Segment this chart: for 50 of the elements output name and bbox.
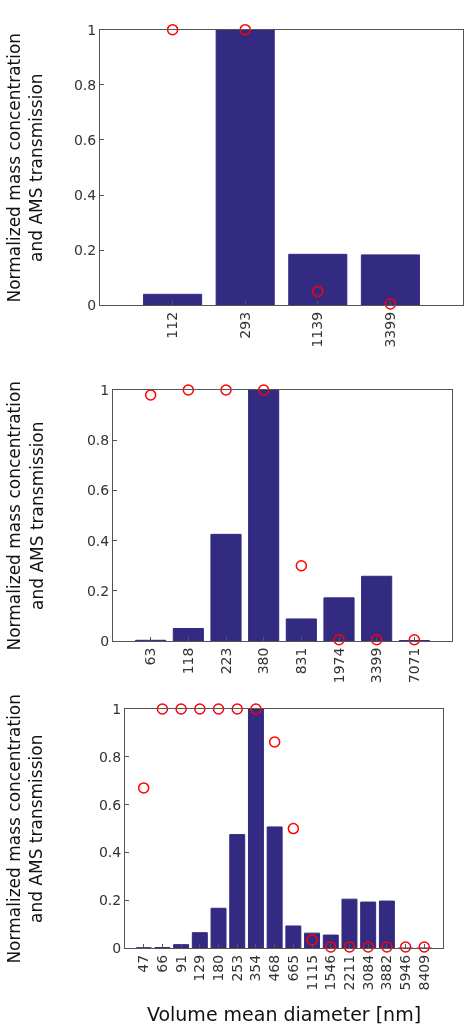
y-tick-label: 0.4 bbox=[98, 844, 122, 861]
x-tick-label: 3399 bbox=[381, 311, 398, 348]
x-tick-label: 129 bbox=[191, 954, 208, 982]
x-axis-title: Volume mean diameter [nm] bbox=[146, 1003, 422, 1026]
x-tick-label: 1974 bbox=[330, 647, 347, 684]
x-tick-label: 223 bbox=[217, 647, 234, 675]
y-tick-label: 0 bbox=[87, 297, 97, 314]
x-tick-label: 831 bbox=[292, 647, 309, 675]
y-tick-label: 1 bbox=[112, 700, 122, 717]
y-tick-label: 0 bbox=[112, 940, 122, 957]
y-tick-label: 0.4 bbox=[86, 532, 110, 549]
y-axis-title: Normalized mass concentration and AMS transmission bbox=[4, 693, 47, 964]
y-axis-title: Normalized mass concentration and AMS transmission bbox=[4, 380, 47, 651]
x-tick-label: 253 bbox=[228, 954, 245, 982]
y-tick-label: 1 bbox=[87, 21, 97, 38]
y-tick-label: 0.8 bbox=[86, 432, 110, 449]
x-tick-label: 7071 bbox=[405, 647, 422, 684]
x-tick-label: 118 bbox=[179, 647, 196, 675]
y-tick-label: 0.6 bbox=[86, 482, 110, 499]
y-tick-label: 0.2 bbox=[86, 582, 110, 599]
x-tick-label: 112 bbox=[164, 311, 181, 339]
x-tick-label: 91 bbox=[172, 954, 189, 973]
x-tick-label: 380 bbox=[255, 647, 272, 675]
x-tick-label: 354 bbox=[247, 954, 264, 982]
x-tick-label: 3882 bbox=[378, 954, 395, 991]
x-tick-label: 2211 bbox=[341, 954, 358, 991]
x-tick-label: 3399 bbox=[368, 647, 385, 684]
x-tick-label: 8409 bbox=[415, 954, 432, 991]
y-tick-label: 0.2 bbox=[73, 242, 97, 259]
x-tick-label: 3084 bbox=[359, 954, 376, 991]
y-tick-label: 0 bbox=[100, 632, 110, 649]
x-tick-label: 293 bbox=[236, 311, 253, 339]
y-tick-label: 0.6 bbox=[98, 796, 122, 813]
y-tick-label: 0.2 bbox=[98, 892, 122, 909]
x-tick-label: 1115 bbox=[303, 954, 320, 991]
x-tick-label: 5946 bbox=[397, 954, 414, 991]
y-tick-label: 0.4 bbox=[73, 186, 97, 203]
x-tick-label: 1546 bbox=[322, 954, 339, 991]
y-tick-label: 0.8 bbox=[98, 748, 122, 765]
y-tick-label: 1 bbox=[100, 381, 110, 398]
x-tick-label: 66 bbox=[153, 954, 170, 973]
x-tick-label: 63 bbox=[142, 647, 159, 666]
x-tick-label: 665 bbox=[284, 954, 301, 982]
x-tick-label: 47 bbox=[135, 954, 152, 973]
y-tick-label: 0.6 bbox=[73, 131, 97, 148]
x-tick-label: 180 bbox=[210, 954, 227, 982]
y-tick-label: 0.8 bbox=[73, 76, 97, 93]
y-axis-title: Normalized mass concentration and AMS transmission bbox=[3, 32, 46, 303]
x-tick-label: 1139 bbox=[309, 311, 326, 348]
x-tick-label: 468 bbox=[266, 954, 283, 982]
